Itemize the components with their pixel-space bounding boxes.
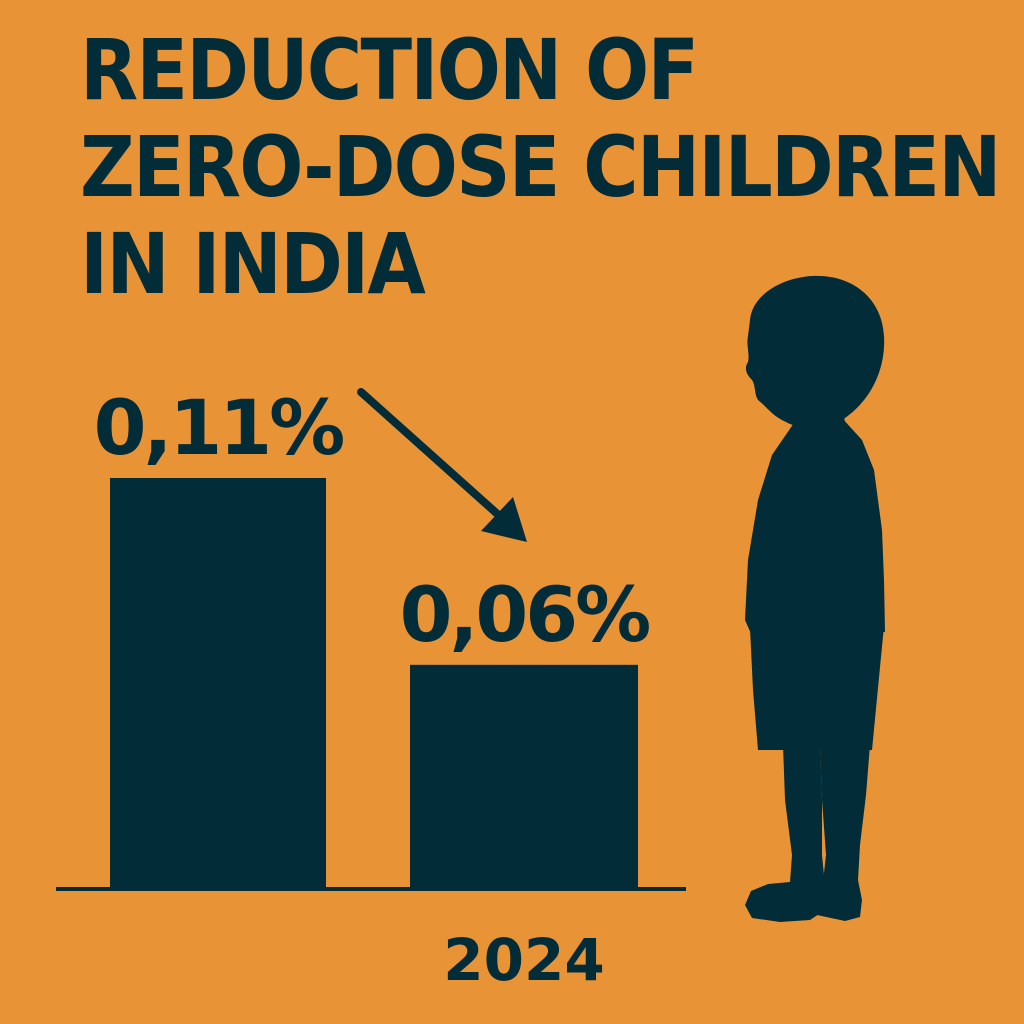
- bar-value-label-2: 0,06%: [400, 570, 650, 659]
- bars: 0,11% 0,06% 2024: [94, 383, 653, 994]
- title-line-1: REDUCTION OF: [80, 21, 699, 119]
- child-silhouette-icon: [745, 275, 885, 922]
- bar-2: [410, 664, 638, 889]
- title-line-2: ZERO-DOSE CHILDREN: [80, 118, 1001, 216]
- chart-title: REDUCTION OF ZERO-DOSE CHILDREN IN INDIA: [80, 21, 1001, 313]
- down-right-arrow-icon: [357, 388, 527, 542]
- bar-1: [110, 478, 326, 889]
- title-line-3: IN INDIA: [80, 215, 426, 313]
- x-category-label-2: 2024: [443, 926, 604, 994]
- bar-value-label-1: 0,11%: [94, 383, 344, 472]
